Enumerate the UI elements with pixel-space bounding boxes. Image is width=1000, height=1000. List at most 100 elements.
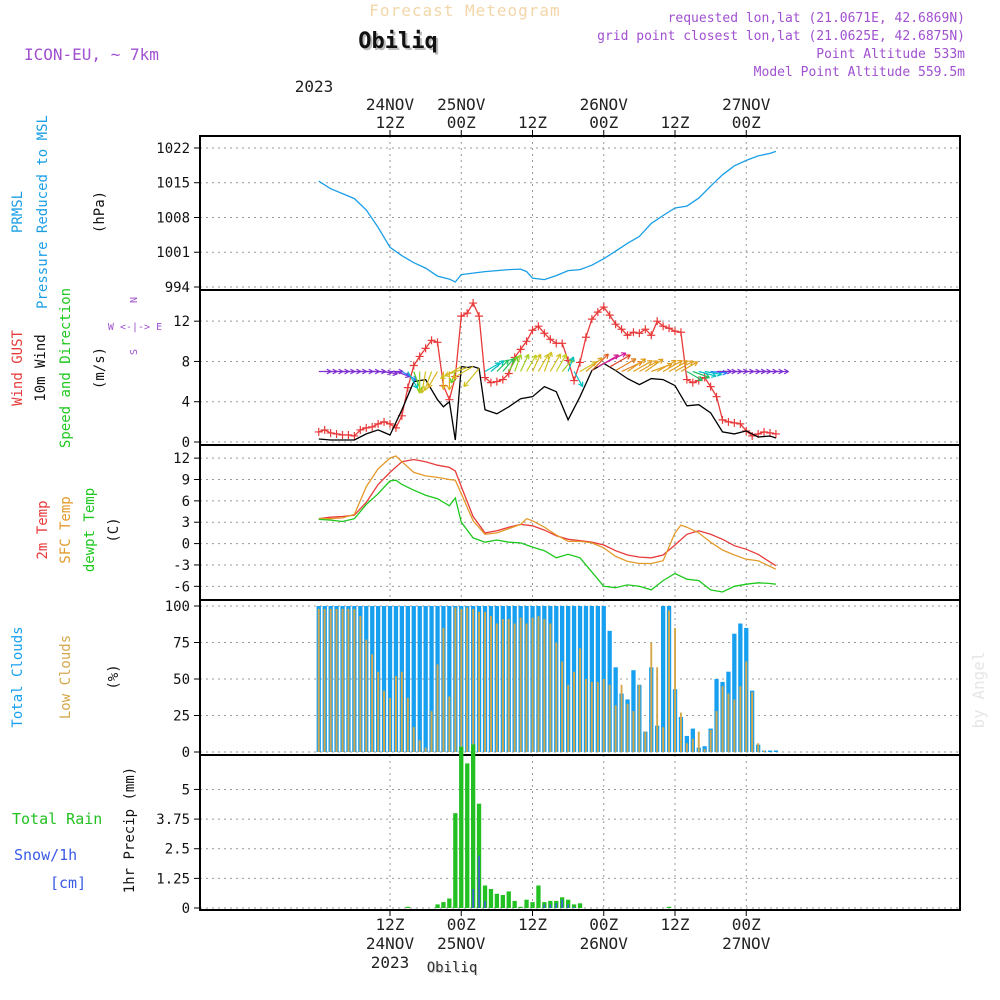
clouds-ytick-label: 75 xyxy=(173,636,190,652)
snow-bar xyxy=(543,904,546,908)
gust-line-marker xyxy=(570,376,579,385)
wind-direction-arrow xyxy=(514,353,523,372)
gust-line-marker xyxy=(736,419,745,428)
gust-line xyxy=(318,301,777,437)
low-cloud-bar xyxy=(674,627,676,752)
snow-bar xyxy=(567,904,569,908)
low-cloud-bar xyxy=(656,667,659,752)
low-cloud-bar xyxy=(365,639,368,752)
wind-direction-arrow xyxy=(407,371,419,389)
gust-line-marker xyxy=(665,324,674,333)
low-cloud-bar xyxy=(501,619,504,752)
low-cloud-bar xyxy=(400,671,403,752)
low-cloud-bar xyxy=(757,743,760,752)
total-clouds-label: Total Clouds xyxy=(10,626,26,727)
total-cloud-bar xyxy=(661,606,666,752)
low-cloud-bar xyxy=(519,617,522,752)
low-cloud-bar xyxy=(585,679,587,752)
total-cloud-bar xyxy=(423,606,428,752)
gust-line-marker xyxy=(587,315,596,324)
pressure-unit: (hPa) xyxy=(92,191,108,233)
gust-line-marker xyxy=(623,331,632,340)
wind-direction-arrow xyxy=(451,365,474,380)
gust-line-marker xyxy=(421,344,430,353)
low-cloud-bar xyxy=(448,696,451,752)
total-cloud-bar xyxy=(429,606,434,752)
low-cloud-bar xyxy=(395,676,397,752)
gust-line-marker xyxy=(771,429,780,438)
bottom-axis-hour-label: 12Z xyxy=(518,915,547,934)
wind-gust-label: Wind GUST xyxy=(10,330,26,406)
gust-line-marker xyxy=(356,425,365,434)
clouds-ytick-label: 100 xyxy=(165,599,190,615)
temperature-ytick-label: -6 xyxy=(173,579,190,595)
temperature-ytick-label: -3 xyxy=(173,558,190,574)
gust-line-marker xyxy=(522,337,531,346)
gust-line-marker xyxy=(463,309,472,318)
rain-bar xyxy=(447,898,452,908)
precip-panel: 0 1.25 2.5 3.75 5 xyxy=(156,744,961,917)
wind-direction-arrow xyxy=(644,358,664,372)
wind-direction-arrow xyxy=(609,354,631,368)
bottom-axis-date-label: 26NOV xyxy=(580,934,629,953)
bottom-axis-date-label: 27NOV xyxy=(722,934,771,953)
low-cloud-bar xyxy=(703,749,706,752)
year-top-label: 2023 xyxy=(295,77,334,96)
wind-direction-arrow xyxy=(686,370,703,381)
rain-bar xyxy=(524,899,529,908)
gust-line-marker xyxy=(386,419,394,428)
precip-legend-rain: Total Rain xyxy=(12,810,102,828)
wind-line xyxy=(318,362,777,441)
gust-line-marker xyxy=(528,326,537,335)
low-cloud-bar xyxy=(424,747,427,752)
low-cloud-bar xyxy=(733,699,736,752)
rain-bar xyxy=(518,906,523,908)
clouds-panel: 0 25 50 75 100 xyxy=(165,599,961,761)
gust-line-marker xyxy=(314,427,323,436)
pressure-label-msl: Pressure Reduced to MSL xyxy=(35,115,51,309)
temp-dewpt-label: dewpt Temp xyxy=(82,488,98,572)
gust-line-marker xyxy=(581,333,590,342)
rain-bar xyxy=(536,885,541,908)
temperature-ytick-label: 12 xyxy=(173,451,190,467)
precip-unit: 1hr Precip (mm) xyxy=(122,767,138,893)
low-cloud-bar xyxy=(460,608,463,752)
low-cloud-bar xyxy=(626,703,629,752)
gust-line-marker xyxy=(576,358,584,367)
wind-direction-label: Speed and Direction xyxy=(58,288,74,448)
low-cloud-bar xyxy=(567,684,570,752)
snow-bar xyxy=(472,889,474,908)
bottom-axis-date-label: 25NOV xyxy=(437,934,486,953)
model-label: ICON-EU, ~ 7km xyxy=(24,45,159,64)
precip-ytick-label: 3.75 xyxy=(156,812,190,828)
temperature-ytick-label: 9 xyxy=(182,472,190,488)
total-cloud-bar xyxy=(381,606,387,752)
wind-ytick-label: 0 xyxy=(182,435,190,451)
top-axis-hour-label: 00Z xyxy=(447,113,476,132)
gust-line-marker xyxy=(605,311,614,320)
footer-location: Obiliq xyxy=(427,960,478,976)
rain-bar xyxy=(666,906,672,908)
gust-line-marker xyxy=(362,423,371,432)
rain-bar xyxy=(500,895,505,908)
gust-line-marker xyxy=(320,425,329,434)
low-cloud-bar xyxy=(721,686,724,752)
wind-direction-arrow xyxy=(549,353,562,372)
gust-line-marker xyxy=(427,336,436,345)
wind-direction-arrow xyxy=(573,371,584,388)
low-cloud-bar xyxy=(668,610,670,752)
low-cloud-bar xyxy=(691,738,694,752)
gust-line-marker xyxy=(498,375,507,384)
low-cloud-bar xyxy=(596,681,599,752)
rain-bar xyxy=(571,904,577,908)
low-cloud-bar xyxy=(620,684,623,752)
precip-ytick-label: 1.25 xyxy=(156,871,190,887)
low-cloud-bar xyxy=(697,731,700,752)
temperature-ytick-label: 6 xyxy=(182,494,190,510)
gust-line-marker xyxy=(344,430,353,439)
gust-line-marker xyxy=(647,331,656,340)
gust-line-marker xyxy=(724,417,733,426)
wind-direction-arrow xyxy=(423,371,433,392)
gust-line-marker xyxy=(617,325,626,334)
